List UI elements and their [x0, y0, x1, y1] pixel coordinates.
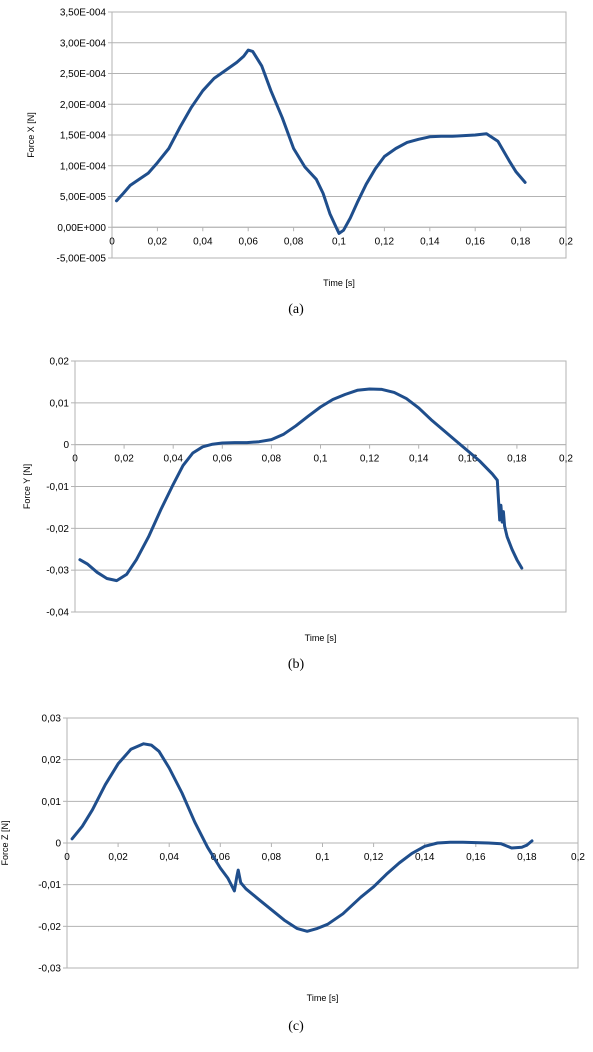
- x-tick-label: 0,04: [163, 454, 183, 465]
- x-tick-label: 0: [72, 454, 78, 465]
- x-tick-label: 0,08: [262, 852, 282, 863]
- y-tick-label: 0,03: [42, 714, 62, 725]
- figure-caption: (a): [288, 302, 304, 317]
- y-axis-title: Force X [N]: [26, 112, 36, 158]
- figure-caption: (c): [288, 1019, 304, 1034]
- series-line: [115, 48, 527, 235]
- x-tick-label: 0,02: [148, 236, 168, 247]
- x-tick-label: 0,14: [420, 236, 440, 247]
- y-tick-label: 0: [63, 440, 69, 451]
- x-tick-label: 0,16: [466, 852, 486, 863]
- y-tick-label: 0,01: [42, 797, 62, 808]
- x-tick-label: 0: [64, 852, 70, 863]
- x-tick-label: 0,1: [332, 236, 346, 247]
- y-tick-label: -5,00E-005: [57, 254, 107, 265]
- x-tick-label: 0: [109, 236, 115, 247]
- x-tick-label: 0,16: [458, 454, 478, 465]
- y-axis-title: Force Z [N]: [0, 820, 10, 865]
- x-axis-title: Time [s]: [323, 278, 355, 288]
- x-tick-label: 0,06: [213, 454, 233, 465]
- y-tick-label: 2,00E-004: [60, 100, 107, 111]
- x-tick-label: 0,2: [571, 852, 585, 863]
- x-tick-label: 0,14: [415, 852, 435, 863]
- x-tick-label: 0,18: [517, 852, 537, 863]
- x-tick-label: 0,12: [360, 454, 380, 465]
- y-tick-label: -0,04: [46, 608, 69, 619]
- y-tick-label: 0,01: [50, 398, 70, 409]
- y-tick-label: 1,00E-004: [60, 161, 107, 172]
- x-tick-label: 0,08: [284, 236, 304, 247]
- x-tick-label: 0,1: [314, 454, 328, 465]
- y-tick-label: -0,01: [38, 880, 61, 891]
- y-axis-title: Force Y [N]: [22, 464, 32, 509]
- y-tick-label: -0,01: [46, 482, 69, 493]
- x-tick-label: 0,04: [159, 852, 179, 863]
- x-tick-label: 0,06: [238, 236, 258, 247]
- y-tick-label: 0,00E+000: [57, 223, 106, 234]
- x-tick-label: 0,16: [465, 236, 485, 247]
- y-tick-label: -0,02: [38, 922, 61, 933]
- series-line: [78, 387, 524, 583]
- x-tick-label: 0,06: [211, 852, 231, 863]
- x-tick-label: 0,12: [375, 236, 395, 247]
- y-tick-label: -0,02: [46, 524, 69, 535]
- x-tick-label: 0,18: [511, 236, 531, 247]
- x-tick-label: 0,2: [559, 454, 573, 465]
- y-tick-label: 3,50E-004: [60, 8, 107, 19]
- y-tick-label: -0,03: [38, 964, 61, 975]
- x-tick-label: 0,14: [409, 454, 429, 465]
- x-tick-label: 0,08: [262, 454, 282, 465]
- y-tick-label: 1,50E-004: [60, 131, 107, 142]
- y-tick-label: 0,02: [50, 357, 70, 368]
- x-tick-label: 0,1: [316, 852, 330, 863]
- x-tick-label: 0,02: [108, 852, 128, 863]
- x-axis-title: Time [s]: [307, 993, 339, 1003]
- x-tick-label: 0,18: [507, 454, 527, 465]
- series-line: [70, 742, 534, 933]
- x-tick-label: 0,04: [193, 236, 213, 247]
- y-tick-label: 0,02: [42, 755, 62, 766]
- figure-caption: (b): [288, 657, 305, 672]
- y-tick-label: 3,00E-004: [60, 38, 107, 49]
- y-tick-label: 5,00E-005: [60, 192, 107, 203]
- x-tick-label: 0,12: [364, 852, 384, 863]
- chart-panel: -5,00E-005 0,00E+000 5,00E-005 1,00E-004 1,5…: [26, 8, 573, 318]
- chart-panel: -0,04 -0,03 -0,02 -0,01 0 0,01 0,02 0 0,02 0,04 0,…: [22, 357, 573, 673]
- y-tick-label: 2,50E-004: [60, 69, 107, 80]
- x-axis-title: Time [s]: [305, 633, 337, 643]
- y-tick-label: -0,03: [46, 566, 69, 577]
- y-tick-label: 0: [55, 839, 61, 850]
- x-tick-label: 0,2: [559, 236, 573, 247]
- x-tick-label: 0,02: [114, 454, 134, 465]
- chart-panel: -0,03 -0,02 -0,01 0 0,01 0,02 0,03 0 0,02 0,04 0,0…: [0, 714, 585, 1035]
